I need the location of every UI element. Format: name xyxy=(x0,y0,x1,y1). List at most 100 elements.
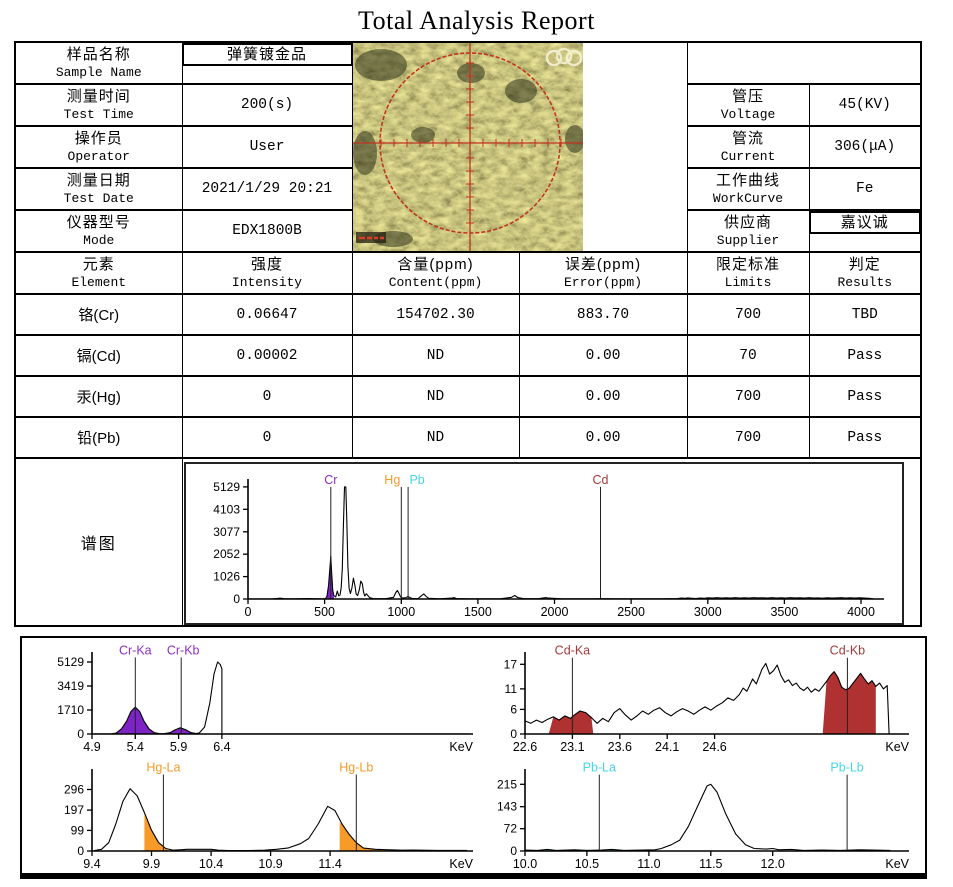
test-time-value: 200(s) xyxy=(181,83,353,127)
current-label-cn: 管流 xyxy=(731,130,764,147)
svg-text:Hg: Hg xyxy=(384,472,400,486)
voltage-value: 45(KV) xyxy=(808,83,922,127)
mode-label: 仪器型号 Mode xyxy=(14,209,183,253)
svg-text:3500: 3500 xyxy=(770,605,798,619)
element-intensity: 0 xyxy=(181,375,353,418)
workcurve-label-en: WorkCurve xyxy=(712,191,784,206)
voltage-label-en: Voltage xyxy=(720,107,776,122)
spectrum-label: 谱图 xyxy=(14,457,183,627)
svg-text:3419: 3419 xyxy=(57,679,84,693)
svg-text:9.4: 9.4 xyxy=(83,857,100,871)
svg-text:0: 0 xyxy=(77,727,84,741)
svg-text:5129: 5129 xyxy=(213,479,240,493)
spectrum-row: 谱图 Cr Hg Pb Cd 0 1026 2052 3077 4103 5129 0 500 1000… xyxy=(14,457,922,627)
operator-label-cn: 操作员 xyxy=(74,130,123,147)
test-time-label-cn: 测量时间 xyxy=(66,88,131,105)
svg-text:Pb: Pb xyxy=(409,472,424,486)
info-row-test-date: 测量日期 Test Date 2021/1/29 20:21 工作曲线 Work… xyxy=(14,167,922,211)
supplier-label-en: Supplier xyxy=(716,233,780,248)
svg-text:11.5: 11.5 xyxy=(699,857,722,871)
element-error: 883.70 xyxy=(518,293,688,336)
svg-text:Pb-Lb: Pb-Lb xyxy=(830,761,863,775)
svg-text:Cr: Cr xyxy=(324,472,337,486)
supplier-label: 供应商 Supplier xyxy=(686,209,810,253)
element-name: 铅(Pb) xyxy=(14,416,183,459)
info-row-operator: 操作员 Operator User 管流 Current 306(μA) xyxy=(14,125,922,169)
element-content: ND xyxy=(351,334,520,377)
element-result: TBD xyxy=(808,293,922,336)
detail-charts-panel: Cr-Ka Cr-Kb 0 1710 3419 5129 4.9 5.4 5.9 6.4 KeV C… xyxy=(20,636,927,879)
svg-text:1500: 1500 xyxy=(463,605,491,619)
svg-text:0: 0 xyxy=(510,844,517,858)
test-date-label: 测量日期 Test Date xyxy=(14,167,183,211)
current-label-en: Current xyxy=(720,149,776,164)
svg-text:2052: 2052 xyxy=(213,547,240,561)
svg-text:0: 0 xyxy=(77,844,84,858)
svg-text:Cd: Cd xyxy=(592,472,608,486)
analysis-report-table: 样品名称 Sample Name 弹簧镀金品 xyxy=(14,41,922,627)
test-date-label-cn: 测量日期 xyxy=(66,172,131,189)
mode-value: EDX1800B xyxy=(181,209,353,253)
svg-text:22.6: 22.6 xyxy=(513,740,537,754)
supplier-value: 嘉议诚 xyxy=(809,211,920,234)
spectrum-chart-cell: Cr Hg Pb Cd 0 1026 2052 3077 4103 5129 0 500 1000 150… xyxy=(181,457,922,627)
element-content: ND xyxy=(351,416,520,459)
svg-text:23.1: 23.1 xyxy=(560,740,584,754)
element-row-cr: 铬(Cr) 0.06647 154702.30 883.70 700 TBD xyxy=(14,293,922,336)
element-content: 154702.30 xyxy=(351,293,520,336)
svg-text:0: 0 xyxy=(244,605,251,619)
svg-text:Cr-Ka: Cr-Ka xyxy=(119,643,152,657)
mode-label-en: Mode xyxy=(83,233,115,248)
svg-text:1710: 1710 xyxy=(57,703,84,717)
svg-text:215: 215 xyxy=(497,777,517,791)
sample-name-label-en: Sample Name xyxy=(55,65,142,80)
svg-text:0: 0 xyxy=(233,592,240,606)
svg-text:KeV: KeV xyxy=(449,857,473,871)
sample-photo-cell xyxy=(351,41,688,253)
test-time-label: 测量时间 Test Time xyxy=(14,83,183,127)
svg-text:9.9: 9.9 xyxy=(143,857,160,871)
element-intensity: 0 xyxy=(181,416,353,459)
svg-text:5.4: 5.4 xyxy=(127,740,144,754)
svg-text:500: 500 xyxy=(314,605,335,619)
sample-photo xyxy=(353,44,583,250)
element-name: 汞(Hg) xyxy=(14,375,183,418)
svg-text:0: 0 xyxy=(510,727,517,741)
svg-text:Hg-La: Hg-La xyxy=(146,761,180,775)
element-row-cd: 镉(Cd) 0.00002 ND 0.00 70 Pass xyxy=(14,334,922,377)
sample-name-row: 样品名称 Sample Name 弹簧镀金品 xyxy=(14,41,921,253)
svg-text:143: 143 xyxy=(497,800,517,814)
svg-text:4103: 4103 xyxy=(213,502,240,516)
cr-detail-chart: Cr-Ka Cr-Kb 0 1710 3419 5129 4.9 5.4 5.9 6.4 KeV xyxy=(57,643,473,754)
svg-text:KeV: KeV xyxy=(885,740,909,754)
supplier-label-cn: 供应商 xyxy=(723,214,772,231)
element-name: 铬(Cr) xyxy=(14,293,183,336)
header-limits: 限定标准 Limits xyxy=(686,251,810,295)
element-row-pb: 铅(Pb) 0 ND 0.00 700 Pass xyxy=(14,416,922,459)
element-result: Pass xyxy=(808,416,922,459)
element-limit: 700 xyxy=(686,416,810,459)
header-results: 判定 Results xyxy=(808,251,922,295)
crosshair-overlay xyxy=(353,44,583,250)
svg-text:197: 197 xyxy=(64,803,84,817)
svg-text:12.0: 12.0 xyxy=(761,857,785,871)
element-intensity: 0.00002 xyxy=(181,334,353,377)
info-row-mode: 仪器型号 Mode EDX1800B 供应商 Supplier 嘉议诚 xyxy=(14,209,921,253)
svg-text:1000: 1000 xyxy=(387,605,415,619)
photo-highlight-coil xyxy=(545,47,582,67)
main-spectrum-chart: Cr Hg Pb Cd 0 1026 2052 3077 4103 5129 0 500 1000 150… xyxy=(213,472,884,619)
element-content: ND xyxy=(351,375,520,418)
svg-text:24.1: 24.1 xyxy=(655,740,679,754)
workcurve-value: Fe xyxy=(808,167,922,211)
voltage-label: 管压 Voltage xyxy=(686,83,810,127)
svg-text:KeV: KeV xyxy=(885,857,909,871)
sample-name-label-cn: 样品名称 xyxy=(66,46,131,63)
svg-text:4.9: 4.9 xyxy=(83,740,100,754)
element-limit: 700 xyxy=(686,293,810,336)
svg-text:23.6: 23.6 xyxy=(608,740,632,754)
element-result: Pass xyxy=(808,334,922,377)
photo-scale-mark xyxy=(355,232,386,243)
current-value: 306(μA) xyxy=(808,125,922,169)
element-table-header: 元素 Element 强度 Intensity 含量(ppm) Content(… xyxy=(14,251,922,295)
main-spectrum-box: Cr Hg Pb Cd 0 1026 2052 3077 4103 5129 0 500 1000 150… xyxy=(183,461,904,624)
